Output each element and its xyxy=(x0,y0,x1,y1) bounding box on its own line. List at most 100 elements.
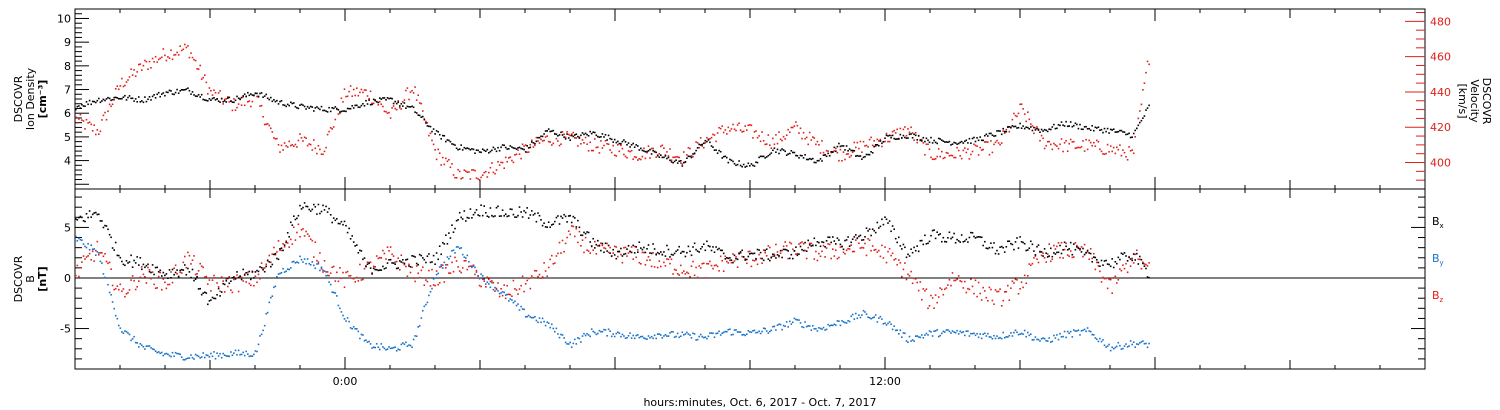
density-point xyxy=(1040,128,1043,131)
bx-point xyxy=(231,277,234,279)
density-point xyxy=(497,146,499,149)
bx-point xyxy=(1114,261,1117,263)
density-point xyxy=(260,92,263,94)
density-point xyxy=(997,130,1000,132)
density-point xyxy=(1022,125,1024,127)
density-point xyxy=(825,155,828,158)
bx-point xyxy=(595,243,598,246)
velocity-point xyxy=(185,46,188,49)
bz-point xyxy=(546,275,548,277)
density-point xyxy=(904,136,906,139)
density-point xyxy=(830,151,832,153)
density-point xyxy=(394,100,396,103)
bz-point xyxy=(1060,241,1063,244)
by-point xyxy=(825,328,828,331)
density-point xyxy=(130,97,132,100)
bz-point xyxy=(607,251,610,254)
by-point xyxy=(216,352,218,354)
bx-point xyxy=(1046,256,1049,258)
density-point xyxy=(216,98,218,100)
velocity-point xyxy=(234,109,237,111)
bx-point xyxy=(523,210,525,212)
by-point xyxy=(544,324,547,327)
by-point xyxy=(767,332,770,334)
by-point xyxy=(637,334,639,336)
density-point xyxy=(893,137,895,140)
bz-point xyxy=(121,290,123,292)
bx-point xyxy=(601,242,604,245)
by-point xyxy=(861,314,863,316)
density-point xyxy=(1122,131,1124,133)
by-point xyxy=(521,308,524,310)
bx-point xyxy=(1142,262,1144,265)
bz-point xyxy=(1076,244,1078,247)
velocity-point xyxy=(1033,132,1035,135)
bz-point xyxy=(640,263,642,265)
bx-point xyxy=(1031,243,1034,246)
density-point xyxy=(696,147,699,149)
velocity-point xyxy=(838,159,840,162)
bz-point xyxy=(1037,261,1040,264)
bz-point xyxy=(730,261,733,264)
velocity-point xyxy=(180,49,183,52)
density-point xyxy=(504,146,507,149)
by-point xyxy=(248,355,251,358)
density-point xyxy=(251,94,254,96)
velocity-point xyxy=(136,71,138,73)
bz-point xyxy=(320,267,323,270)
velocity-point xyxy=(931,158,934,160)
density-point xyxy=(400,103,403,105)
bz-point xyxy=(498,295,501,298)
by-point xyxy=(827,323,829,326)
density-point xyxy=(511,146,513,148)
bx-point xyxy=(948,231,951,234)
bx-point xyxy=(82,220,85,222)
density-point xyxy=(1119,129,1121,132)
bz-point xyxy=(471,265,473,267)
bz-point xyxy=(799,242,802,244)
bz-point xyxy=(956,278,958,281)
bz-point xyxy=(769,246,771,249)
bz-point xyxy=(551,254,553,257)
density-point xyxy=(488,152,490,154)
bx-point xyxy=(850,241,852,244)
density-point xyxy=(457,148,459,151)
velocity-point xyxy=(110,105,112,108)
by-point xyxy=(377,346,380,348)
bx-point xyxy=(1109,265,1112,268)
by-point xyxy=(1046,340,1049,342)
bx-point xyxy=(620,247,622,250)
bz-point xyxy=(1136,249,1138,252)
density-point xyxy=(271,100,274,103)
density-point xyxy=(1043,128,1046,131)
bx-point xyxy=(810,245,813,247)
velocity-point xyxy=(489,166,492,169)
density-point xyxy=(712,146,714,148)
bz-point xyxy=(1008,299,1011,301)
by-point xyxy=(621,333,624,336)
bx-point xyxy=(575,226,578,228)
bx-point xyxy=(184,264,186,266)
density-point xyxy=(1114,131,1117,133)
by-point xyxy=(650,335,653,338)
by-point xyxy=(603,328,605,331)
velocity-point xyxy=(856,141,859,144)
density-point xyxy=(128,95,131,97)
by-point xyxy=(1043,337,1046,340)
density-point xyxy=(104,99,106,102)
by-point xyxy=(431,287,433,290)
by-point xyxy=(538,317,541,319)
density-point xyxy=(590,132,593,135)
bx-point xyxy=(138,264,140,266)
legend-by: By xyxy=(1432,252,1444,267)
bx-point xyxy=(1112,266,1115,269)
by-point xyxy=(423,305,426,308)
density-point xyxy=(1125,133,1127,136)
bz-point xyxy=(776,251,779,253)
by-point xyxy=(965,330,968,332)
bz-point xyxy=(964,280,966,283)
density-point xyxy=(538,136,541,139)
velocity-point xyxy=(615,155,618,157)
velocity-point xyxy=(151,57,154,60)
density-point xyxy=(323,109,326,112)
